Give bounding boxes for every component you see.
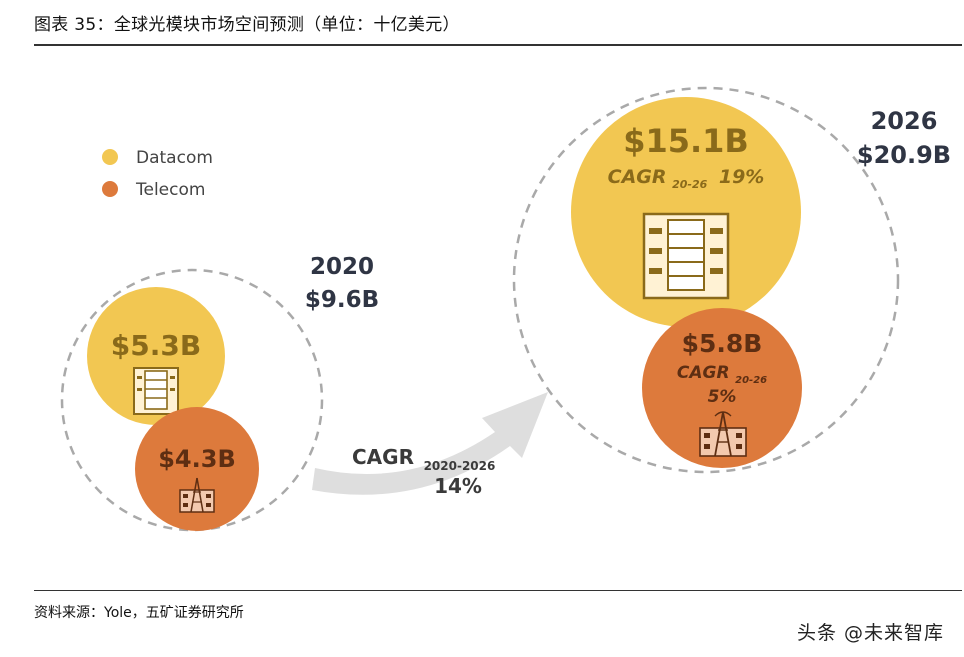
telecom-tower-icon [179,477,215,513]
year-label-2020: 2020 [310,254,374,280]
year-group-2026: 2026 $20.9B $15.1B CAGR 20-26 19% $5.8B … [512,86,951,474]
telecom-cagr-value-2026: 5% [708,387,737,407]
page-title: 图表 35：全球光模块市场空间预测（单位：十亿美元） [34,15,460,35]
legend-label-datacom: Datacom [136,148,213,168]
legend-label-telecom: Telecom [135,180,205,200]
telecom-bubble-2026 [642,308,802,468]
datacom-cagr-prefix-2026: CAGR [608,166,667,188]
telecom-bubble-2020 [135,407,259,531]
total-label-2026: $20.9B [857,141,951,169]
svg-text:CAGR 20-26: CAGR 20-26 [677,363,767,386]
overall-cagr-value: 14% [434,474,482,498]
telecom-value-2026: $5.8B [682,329,763,358]
datacom-cagr-period-2026: 20-26 [672,178,708,191]
total-outline-2020 [60,268,324,532]
telecom-cagr-period-2026: 20-26 [735,375,767,386]
telecom-cagr-prefix-2026: CAGR [677,363,730,383]
telecom-tower-icon [699,411,747,457]
telecom-value-2020: $4.3B [158,445,236,473]
datacom-bubble-2020 [87,287,225,425]
bottom-divider [34,590,962,591]
watermark: 头条 @未来智库 [796,622,944,644]
bubble-chart: Datacom Telecom 2020 $9.6B $5.3B $4.3B [60,86,951,532]
server-building-icon [133,367,179,415]
svg-text:CAGR 2020-2026: CAGR 2020-2026 [352,445,495,473]
svg-text:CAGR 20-26 19%: CAGR 20-26 19% [608,166,765,192]
datacom-value-2020: $5.3B [111,329,201,362]
year-group-2020: 2020 $9.6B $5.3B $4.3B [60,254,379,532]
overall-cagr-label: CAGR 2020-2026 14% [352,445,495,498]
top-divider [34,44,962,46]
year-label-2026: 2026 [871,107,938,135]
datacom-bubble-2026 [571,97,801,327]
legend-swatch-datacom [102,149,118,165]
total-label-2020: $9.6B [305,287,379,313]
total-outline-2026 [512,86,900,474]
datacom-cagr-value-2026: 19% [719,166,764,188]
server-building-icon [642,212,730,300]
overall-cagr-period: 2020-2026 [424,459,496,473]
legend-swatch-telecom [102,181,118,197]
legend: Datacom Telecom [102,148,213,200]
growth-arrow [312,392,548,495]
overall-cagr-prefix: CAGR [352,445,414,469]
source-note: 资料来源：Yole，五矿证券研究所 [34,605,244,621]
datacom-value-2026: $15.1B [623,122,749,160]
